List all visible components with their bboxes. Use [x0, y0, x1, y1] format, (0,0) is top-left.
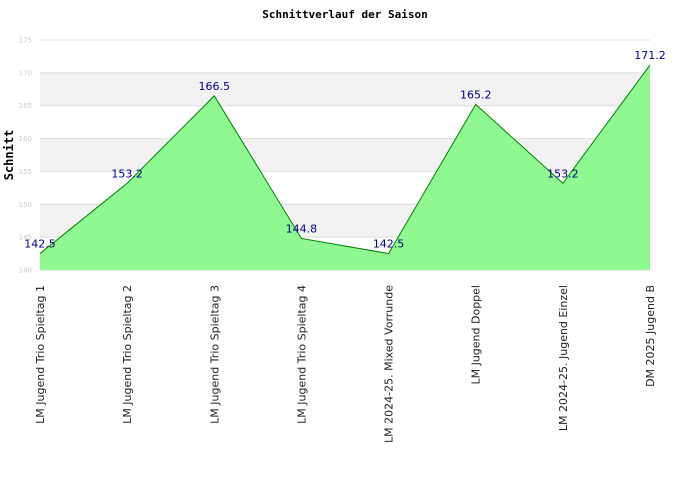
x-tick-label: LM 2024-25. Jugend Einzel	[557, 285, 570, 431]
x-tick-label: LM 2024-25. Mixed Vorrunde	[383, 285, 396, 443]
y-tick-label: 140	[19, 267, 32, 275]
data-label: 153.2	[547, 167, 579, 180]
x-tick-label: LM Jugend Doppel	[470, 285, 483, 385]
data-label: 153.2	[111, 167, 143, 180]
y-tick-label: 155	[19, 168, 32, 176]
x-tick-label: LM Jugend Trio Spieltag 3	[208, 285, 221, 424]
y-axis-ticks: 140 145 150 155 160 165 170 175	[19, 37, 32, 275]
y-tick-label: 150	[19, 201, 32, 209]
chart-title: Schnittverlauf der Saison	[262, 8, 428, 21]
y-axis-label: Schnitt	[2, 130, 16, 181]
data-label: 142.5	[24, 238, 56, 251]
x-tick-label: LM Jugend Trio Spieltag 1	[34, 285, 47, 424]
series-line	[39, 64, 651, 255]
y-tick-label: 160	[19, 135, 32, 143]
y-tick-label: 165	[19, 102, 32, 110]
data-label: 165.2	[460, 88, 492, 101]
y-tick-label: 175	[19, 37, 32, 45]
y-tick-label: 170	[19, 69, 32, 77]
data-label: 166.5	[199, 80, 231, 93]
plot-band	[40, 72, 650, 106]
x-axis-ticks: LM Jugend Trio Spieltag 1 LM Jugend Trio …	[34, 285, 657, 443]
data-label: 144.8	[286, 222, 318, 235]
plot-band	[40, 138, 650, 172]
area-fill	[40, 64, 650, 270]
x-tick-label: DM 2025 Jugend B	[644, 285, 657, 387]
x-tick-label: LM Jugend Trio Spieltag 4	[295, 285, 308, 424]
plot-band	[40, 40, 650, 73]
y-tick-label: 145	[19, 234, 32, 242]
area-series	[39, 64, 651, 270]
x-tick-label: LM Jugend Trio Spieltag 2	[121, 285, 134, 424]
data-label: 171.2	[634, 49, 666, 62]
data-label: 142.5	[373, 238, 405, 251]
data-labels: 142.5 153.2 166.5 144.8 142.5 165.2 153.2 171.2	[24, 49, 666, 251]
plot-band	[40, 105, 650, 139]
